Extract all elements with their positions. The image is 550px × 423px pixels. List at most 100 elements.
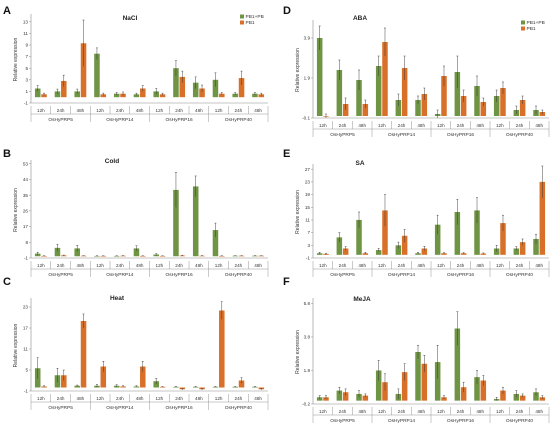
gene-group-label: OsHyPRP16 (166, 272, 194, 278)
timepoint-label: 24h (116, 396, 124, 401)
bar-pb1-pb (336, 70, 343, 116)
timepoint-label: 48h (417, 263, 425, 268)
y-tick-label: 5 (25, 66, 28, 71)
bar-pb1 (219, 93, 225, 98)
bar-pb1 (238, 78, 245, 98)
panel-letter: B (3, 148, 11, 160)
y-tick-label: -0.2 (302, 402, 310, 407)
y-tick-label: 3 (25, 77, 28, 82)
timepoint-label: 24h (516, 123, 524, 128)
timepoint-label: 24h (57, 108, 65, 113)
bar-pb1-pb (375, 66, 382, 116)
timepoint-label: 48h (77, 108, 85, 113)
bar-pb1 (238, 380, 245, 388)
timepoint-label: 24h (175, 108, 183, 113)
legend-label: PB1+PB (246, 14, 264, 20)
bar-pb1 (159, 94, 166, 98)
panel-title: ABA (353, 15, 367, 22)
bar-pb1 (362, 104, 369, 116)
bar-pb1-pb (474, 86, 480, 116)
bar-pb1 (100, 255, 107, 257)
timepoint-label: 12h (496, 263, 504, 268)
timepoint-label: 12h (378, 263, 386, 268)
bar-pb1 (80, 321, 87, 388)
panel-title: Heat (110, 295, 125, 302)
bar-pb1-pb (356, 393, 362, 401)
panel-d: D ABA Relative expression -0.1 1.9 3.9 12h 24h 4… (283, 5, 550, 138)
timepoint-label: 24h (57, 396, 65, 401)
timepoint-label: 24h (457, 409, 465, 414)
y-tick-label: 11 (23, 347, 28, 352)
gene-group-label: OsHyPRP40 (225, 272, 253, 278)
y-tick-label: 1 (25, 89, 28, 94)
bar-pb1 (480, 380, 487, 401)
y-tick-label: 3.8 (304, 335, 311, 340)
legend-swatch (240, 20, 244, 25)
bar-pb1-pb (252, 255, 258, 257)
bar-pb1 (80, 43, 87, 98)
timepoint-label: 24h (516, 409, 524, 414)
bar-pb1-pb (513, 248, 520, 255)
bar-pb1 (500, 88, 506, 116)
timepoint-label: 48h (195, 396, 203, 401)
timepoint-label: 12h (215, 263, 223, 268)
bar-pb1-pb (74, 91, 80, 98)
bar-pb1 (120, 93, 126, 98)
bar-pb1-pb (493, 96, 500, 116)
y-tick-label: 23 (305, 179, 311, 184)
bar-pb1 (140, 366, 146, 388)
timepoint-label: 24h (175, 396, 183, 401)
bar-pb1-pb (232, 255, 238, 257)
bar-pb1-pb (375, 250, 382, 255)
bar-pb1 (539, 181, 546, 255)
bar-pb1 (61, 255, 67, 257)
bar-pb1-pb (54, 91, 61, 98)
bar-pb1-pb (34, 88, 41, 98)
gene-group-label: OsHyPRP5 (330, 132, 355, 138)
y-tick-label: 9 (25, 43, 28, 48)
timepoint-label: 24h (116, 108, 124, 113)
bar-pb1 (382, 210, 388, 255)
timepoint-label: 12h (215, 108, 223, 113)
bar-pb1 (382, 382, 388, 401)
gene-group-label: OsHyPRP14 (106, 405, 134, 411)
y-tick-label: 23 (23, 305, 29, 310)
timepoint-label: 24h (235, 108, 243, 113)
bar-pb1 (219, 310, 225, 388)
legend-swatch (240, 14, 244, 19)
timepoint-label: 24h (57, 263, 65, 268)
timepoint-label: 24h (339, 123, 347, 128)
bar-pb1-pb (316, 38, 323, 116)
gene-group-label: OsHyPRP40 (506, 132, 534, 138)
y-tick-label: 44 (23, 177, 29, 182)
timepoint-label: 48h (136, 396, 144, 401)
timepoint-label: 24h (457, 123, 465, 128)
timepoint-label: 48h (358, 123, 366, 128)
panel-title: SA (355, 160, 364, 167)
timepoint-label: 12h (156, 108, 164, 113)
y-tick-label: 5 (25, 368, 28, 373)
bar-pb1 (421, 363, 428, 401)
bar-pb1-pb (113, 255, 120, 257)
timepoint-label: 48h (136, 108, 144, 113)
y-tick-label: -1 (24, 101, 29, 106)
y-tick-label: 35 (23, 193, 29, 198)
timepoint-label: 24h (457, 263, 465, 268)
timepoint-label: 12h (156, 396, 164, 401)
bar-pb1-pb (454, 328, 461, 401)
timepoint-label: 12h (437, 409, 445, 414)
bar-pb1-pb (415, 352, 421, 401)
panel-title: MeJA (353, 296, 371, 303)
legend-label: PB1+PB (527, 20, 545, 26)
panel-c: C Heat Relative expression -1 5 11 17 23 12h 24h 4… (3, 276, 269, 411)
y-tick-label: 1.8 (304, 368, 311, 373)
bar-pb1 (519, 242, 526, 255)
bar-pb1-pb (493, 248, 500, 255)
timepoint-label: 48h (77, 263, 85, 268)
panel-f: F MeJA Relative expression -0.2 1.8 3.8 5.8 12h… (283, 276, 550, 423)
bar-pb1 (460, 96, 467, 116)
bar-pb1-pb (356, 80, 362, 116)
y-tick-label: 27 (305, 167, 311, 172)
bar-pb1-pb (395, 245, 402, 255)
bar-pb1 (382, 42, 388, 116)
